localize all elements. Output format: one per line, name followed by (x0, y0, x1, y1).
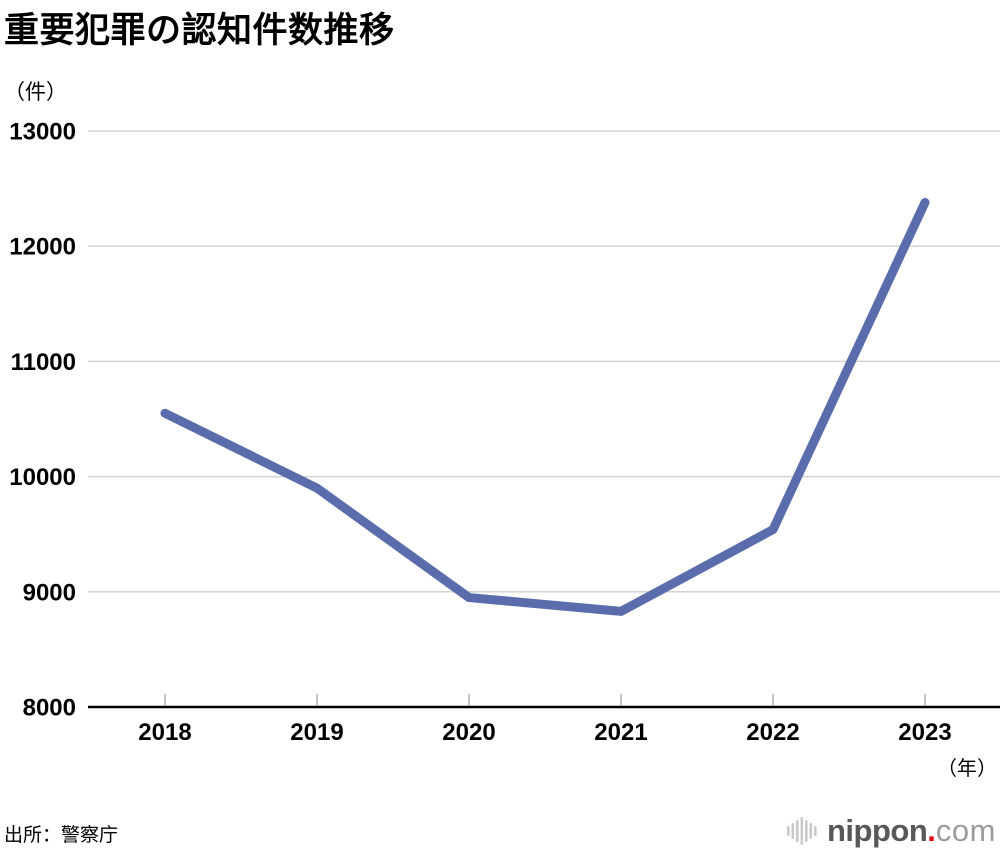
y-tick-label: 12000 (9, 234, 76, 261)
logo-text-com: com (935, 813, 996, 848)
x-tick-label: 2023 (898, 719, 951, 746)
soundwave-bar (800, 817, 804, 845)
x-axis-unit-label: （年） (937, 758, 997, 780)
logo-text-nippon: nippon (827, 813, 928, 848)
logo-text-dot: . (927, 813, 936, 848)
soundwave-bar (805, 820, 808, 842)
y-tick-label: 9000 (23, 579, 76, 606)
y-tick-label: 11000 (11, 349, 76, 376)
x-tick-label: 2022 (746, 719, 799, 746)
soundwave-bar (791, 823, 795, 839)
x-tick-label: 2021 (594, 719, 647, 746)
logo-text: nippon . com (827, 813, 996, 849)
x-tick-label: 2019 (290, 719, 343, 746)
soundwave-bar (787, 826, 790, 836)
y-tick-label: 13000 (9, 119, 76, 146)
x-tick-label: 2020 (442, 719, 495, 746)
source-note: 出所：警察庁 (4, 825, 119, 846)
soundwave-bar (814, 826, 817, 836)
data-line-series (160, 197, 930, 616)
soundwave-bars-icon (787, 817, 817, 845)
y-tick-label: 8000 (23, 695, 76, 722)
chart-title: 重要犯罪の認知件数推移 (4, 11, 395, 50)
x-tick-label: 2018 (138, 719, 191, 746)
line-chart: 8000 9000 10000 11000 12000 13000 2018 2019 2020… (9, 119, 1000, 746)
soundwave-bar (809, 823, 813, 839)
soundwave-bar (796, 820, 799, 842)
nippon-logo: nippon . com (785, 813, 996, 849)
y-tick-label: 10000 (9, 464, 76, 491)
y-axis-unit-label: （件） (4, 81, 67, 104)
